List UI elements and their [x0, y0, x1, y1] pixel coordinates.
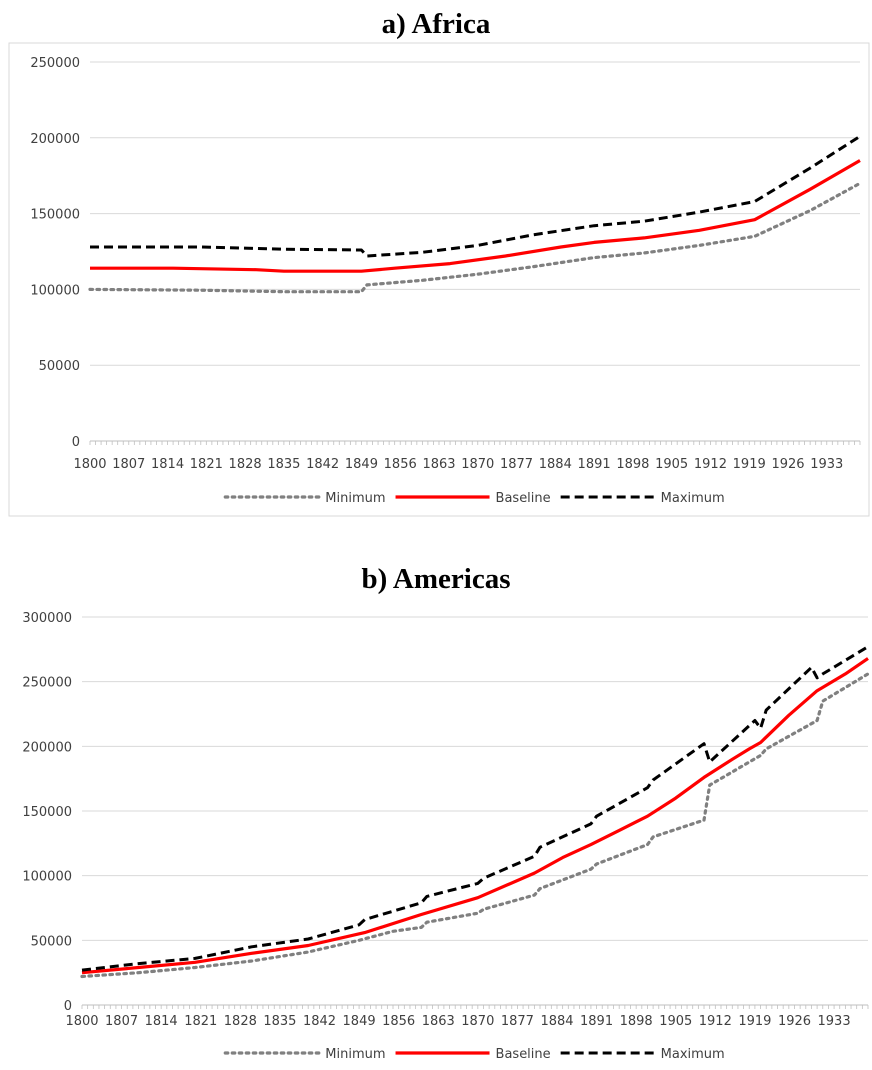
- x-tick-label: 1912: [699, 1014, 732, 1029]
- x-tick-label: 1891: [578, 457, 611, 472]
- legend-label-maximum: Maximum: [661, 1047, 725, 1062]
- x-tick-label: 1800: [65, 1014, 98, 1029]
- x-tick-label: 1842: [303, 1014, 336, 1029]
- x-tick-label: 1905: [655, 457, 688, 472]
- y-tick-label: 50000: [31, 934, 72, 949]
- chart-africa: a) Africa 0 50000 100000 150000 200000 250000…: [0, 0, 872, 520]
- series-line-minimum: [88, 181, 862, 294]
- y-tick-label: 0: [72, 435, 80, 450]
- y-tick-label: 300000: [22, 611, 72, 626]
- chart-border: [8, 42, 870, 517]
- x-tick-label: 1800: [73, 457, 106, 472]
- y-tick-label: 250000: [22, 676, 72, 691]
- legend-label-baseline: Baseline: [496, 1047, 551, 1062]
- legend-label-baseline: Baseline: [496, 491, 551, 506]
- series-line-baseline: [81, 657, 869, 975]
- x-tick-label: 1807: [112, 457, 145, 472]
- x-tick-label: 1905: [659, 1014, 692, 1029]
- series-line-minimum: [80, 672, 870, 979]
- legend-label-maximum: Maximum: [661, 491, 725, 506]
- x-tick-label: 1835: [267, 457, 300, 472]
- y-tick-label: 50000: [39, 359, 80, 374]
- x-tick-label: 1821: [184, 1014, 217, 1029]
- x-tick-label: 1814: [145, 1014, 178, 1029]
- x-tick-label: 1835: [263, 1014, 296, 1029]
- x-tick-label: 1863: [422, 457, 455, 472]
- x-tick-label: 1898: [620, 1014, 653, 1029]
- x-tick-label: 1863: [422, 1014, 455, 1029]
- y-tick-label: 150000: [30, 208, 80, 223]
- x-tick-label: 1884: [540, 1014, 573, 1029]
- x-tick-label: 1849: [343, 1014, 376, 1029]
- y-tick-label: 100000: [22, 870, 72, 885]
- x-tick-label: 1898: [616, 457, 649, 472]
- y-tick-label: 200000: [30, 132, 80, 147]
- chart-title: a) Africa: [381, 8, 491, 40]
- series-line-maximum: [81, 645, 869, 972]
- x-tick-label: 1842: [306, 457, 339, 472]
- x-tick-label: 1828: [224, 1014, 257, 1029]
- y-tick-label: 250000: [30, 56, 80, 71]
- x-tick-label: 1933: [810, 457, 843, 472]
- y-tick-label: 100000: [30, 283, 80, 298]
- x-tick-label: 1926: [778, 1014, 811, 1029]
- x-tick-label: 1877: [500, 457, 533, 472]
- x-tick-label: 1870: [461, 1014, 494, 1029]
- x-tick-label: 1926: [771, 457, 804, 472]
- x-tick-label: 1849: [345, 457, 378, 472]
- x-tick-label: 1828: [229, 457, 262, 472]
- x-tick-label: 1884: [539, 457, 572, 472]
- chart-title: b) Americas: [361, 563, 511, 595]
- x-tick-label: 1856: [382, 1014, 415, 1029]
- y-tick-label: 200000: [22, 740, 72, 755]
- legend-label-minimum: Minimum: [325, 491, 385, 506]
- x-tick-label: 1814: [151, 457, 184, 472]
- x-tick-label: 1933: [818, 1014, 851, 1029]
- x-tick-label: 1821: [190, 457, 223, 472]
- series-line-baseline: [90, 159, 861, 273]
- x-tick-label: 1919: [738, 1014, 771, 1029]
- y-tick-label: 0: [64, 999, 72, 1014]
- x-tick-label: 1919: [733, 457, 766, 472]
- series-line-maximum: [90, 135, 861, 258]
- x-tick-label: 1891: [580, 1014, 613, 1029]
- x-tick-label: 1856: [384, 457, 417, 472]
- x-tick-label: 1877: [501, 1014, 534, 1029]
- x-tick-label: 1870: [461, 457, 494, 472]
- chart-africa-svg: 0 50000 100000 150000 200000 250000 1800 1807 18…: [8, 42, 870, 517]
- x-tick-label: 1807: [105, 1014, 138, 1029]
- legend-label-minimum: Minimum: [325, 1047, 385, 1062]
- x-tick-label: 1912: [694, 457, 727, 472]
- y-tick-label: 150000: [22, 805, 72, 820]
